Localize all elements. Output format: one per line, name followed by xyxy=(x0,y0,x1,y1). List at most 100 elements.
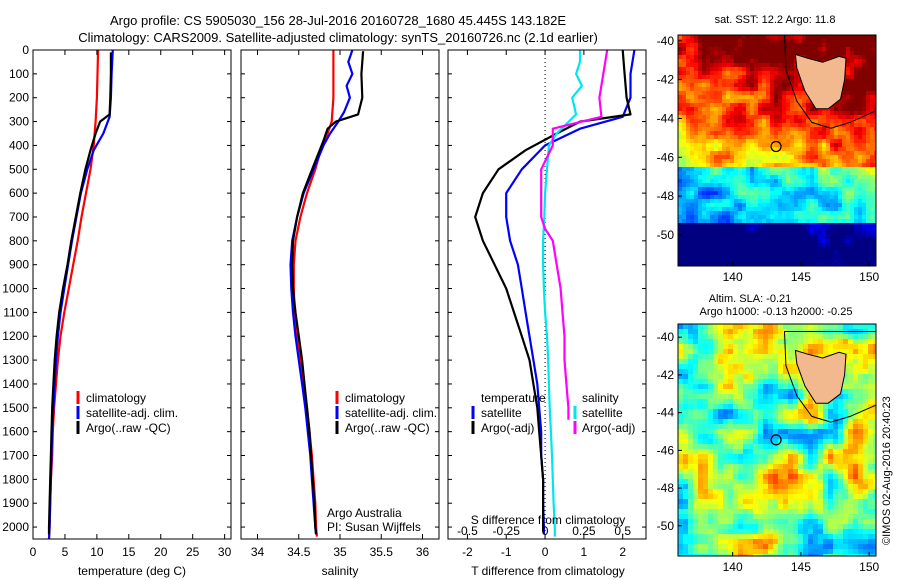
map-cell xyxy=(783,529,789,535)
map-cell xyxy=(803,434,809,440)
map-cell xyxy=(766,235,771,240)
map-cell xyxy=(858,384,864,390)
map-cell xyxy=(793,449,799,455)
map-cell xyxy=(862,95,867,100)
map-cell xyxy=(770,59,775,64)
map-cell xyxy=(854,259,859,264)
map-cell xyxy=(722,187,727,192)
map-cell xyxy=(842,95,847,100)
map-cell xyxy=(788,474,794,480)
map-cell xyxy=(774,203,779,208)
map-cell xyxy=(863,324,869,330)
map-cell xyxy=(730,179,735,184)
map-cell xyxy=(802,111,807,116)
map-cell xyxy=(688,429,694,435)
map-cell xyxy=(814,47,819,52)
map-cell xyxy=(746,243,751,248)
map-cell xyxy=(778,549,784,555)
map-cell xyxy=(773,544,779,550)
map-cell xyxy=(743,434,749,440)
map-cell xyxy=(763,544,769,550)
map-cell xyxy=(848,514,854,520)
map-cell xyxy=(794,219,799,224)
map-cell xyxy=(806,135,811,140)
map-cell xyxy=(718,534,724,540)
map-cell xyxy=(703,424,709,430)
map-cell xyxy=(770,119,775,124)
map-cell xyxy=(742,167,747,172)
map-cell xyxy=(710,187,715,192)
map-cell xyxy=(738,324,744,330)
map-cell xyxy=(862,191,867,196)
map-cell xyxy=(798,449,804,455)
map-cell xyxy=(842,99,847,104)
map-cell xyxy=(826,111,831,116)
map-cell xyxy=(733,544,739,550)
map-cell xyxy=(843,379,849,385)
map-cell xyxy=(842,199,847,204)
map-cell xyxy=(706,75,711,80)
map-cell xyxy=(710,55,715,60)
map-cell xyxy=(818,459,824,465)
map-cell xyxy=(822,247,827,252)
map-cell xyxy=(754,135,759,140)
map-cell xyxy=(863,509,869,515)
map-cell xyxy=(688,349,694,355)
map-cell xyxy=(718,239,723,244)
map-cell xyxy=(874,143,876,148)
map-cell xyxy=(698,499,704,505)
map-cell xyxy=(758,243,763,248)
map-cell xyxy=(843,494,849,500)
map-cell xyxy=(708,414,714,420)
map-cell xyxy=(858,79,863,84)
map-cell xyxy=(690,159,695,164)
map-cell xyxy=(683,439,689,445)
map-cell xyxy=(768,409,774,415)
map-cell xyxy=(734,115,739,120)
map-cell xyxy=(686,87,691,92)
map-cell xyxy=(718,203,723,208)
map-cell xyxy=(874,215,876,220)
map-cell xyxy=(693,444,699,450)
map-cell xyxy=(806,207,811,212)
map-cell xyxy=(773,404,779,410)
map-cell xyxy=(838,103,843,108)
map-cell xyxy=(813,514,819,520)
map-cell xyxy=(773,409,779,415)
map-cell xyxy=(808,514,814,520)
map-cell xyxy=(843,509,849,515)
map-cell xyxy=(778,103,783,108)
map-cell xyxy=(778,79,783,84)
map-cell xyxy=(758,429,764,435)
map-cell xyxy=(746,179,751,184)
map-cell xyxy=(746,143,751,148)
map-cell xyxy=(748,419,754,425)
map-cell xyxy=(798,424,804,430)
map-cell xyxy=(853,414,859,420)
map-cell xyxy=(843,464,849,470)
map-cell xyxy=(843,389,849,395)
map-cell xyxy=(838,179,843,184)
map-cell xyxy=(778,339,784,345)
map-cell xyxy=(814,43,819,48)
map-cell xyxy=(822,259,827,264)
map-cell xyxy=(746,215,751,220)
series-line-satellite-adj-clim- xyxy=(289,50,354,535)
map-cell xyxy=(813,424,819,430)
map-cell xyxy=(842,131,847,136)
map-cell xyxy=(762,103,767,108)
map-cell xyxy=(842,195,847,200)
map-cell xyxy=(798,123,803,128)
map-cell xyxy=(702,203,707,208)
map-cell xyxy=(806,235,811,240)
map-cell xyxy=(762,127,767,132)
map-cell xyxy=(858,459,864,465)
map-cell xyxy=(874,199,876,204)
map-cell xyxy=(794,127,799,132)
map-cell xyxy=(858,359,864,365)
map-cell xyxy=(688,409,694,415)
map-cell xyxy=(678,474,684,480)
map-cell xyxy=(690,203,695,208)
x-tick-label: 34 xyxy=(251,545,265,559)
map-cell xyxy=(682,167,687,172)
